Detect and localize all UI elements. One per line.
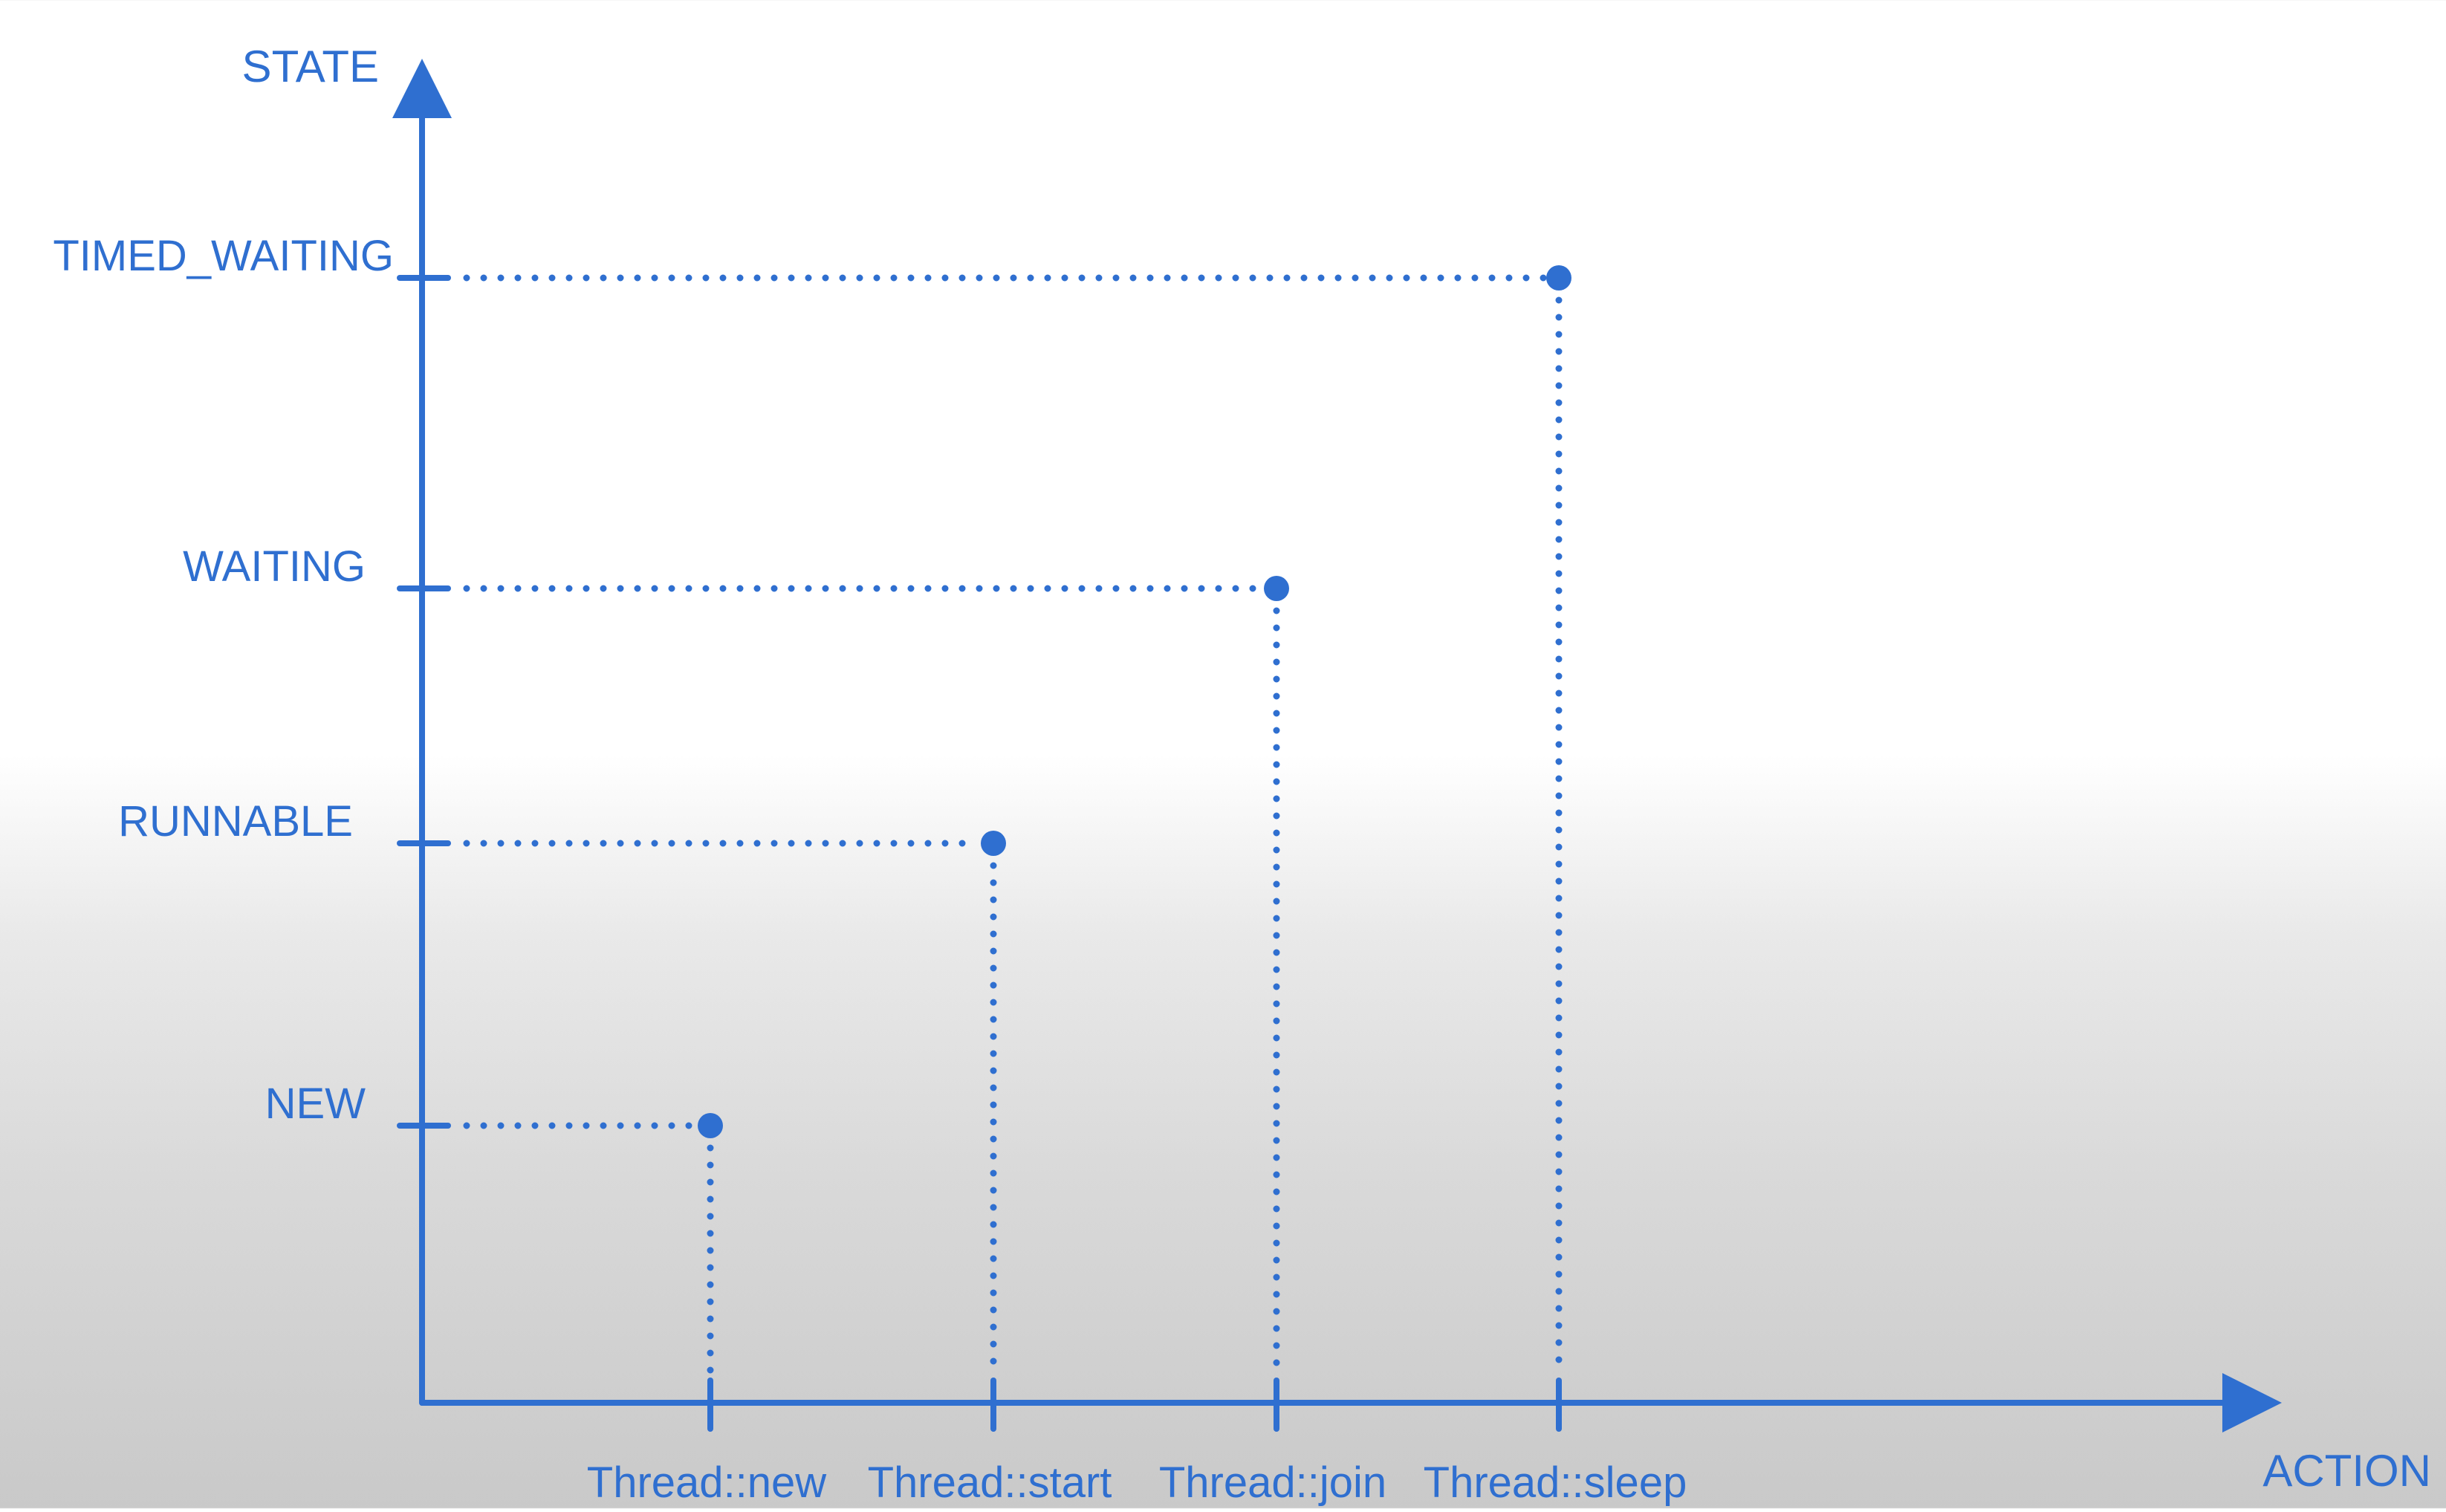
y-axis-title: STATE: [242, 42, 379, 91]
y-tick-label-runnable: RUNNABLE: [118, 797, 353, 846]
y-tick-label-new: NEW: [265, 1080, 366, 1128]
y-tick-label-timed-waiting: TIMED_WAITING: [53, 232, 394, 280]
point-thread-new: [698, 1113, 723, 1138]
y-tick-label-waiting: WAITING: [183, 542, 366, 591]
point-thread-join: [1264, 576, 1289, 601]
point-thread-start: [981, 831, 1006, 856]
point-thread-sleep: [1546, 265, 1571, 291]
chart-marks: NEW RUNNABLE WAITING TIMED_WAITINGThread::n…: [53, 232, 1687, 1507]
x-tick-label-thread-sleep: Thread::sleep: [1424, 1459, 1687, 1507]
x-tick-label-thread-new: Thread::new: [587, 1459, 828, 1507]
x-axis-title: ACTION: [2262, 1446, 2431, 1496]
x-tick-label-thread-join: Thread::join: [1159, 1459, 1386, 1507]
x-tick-label-thread-start: Thread::start: [868, 1459, 1112, 1507]
